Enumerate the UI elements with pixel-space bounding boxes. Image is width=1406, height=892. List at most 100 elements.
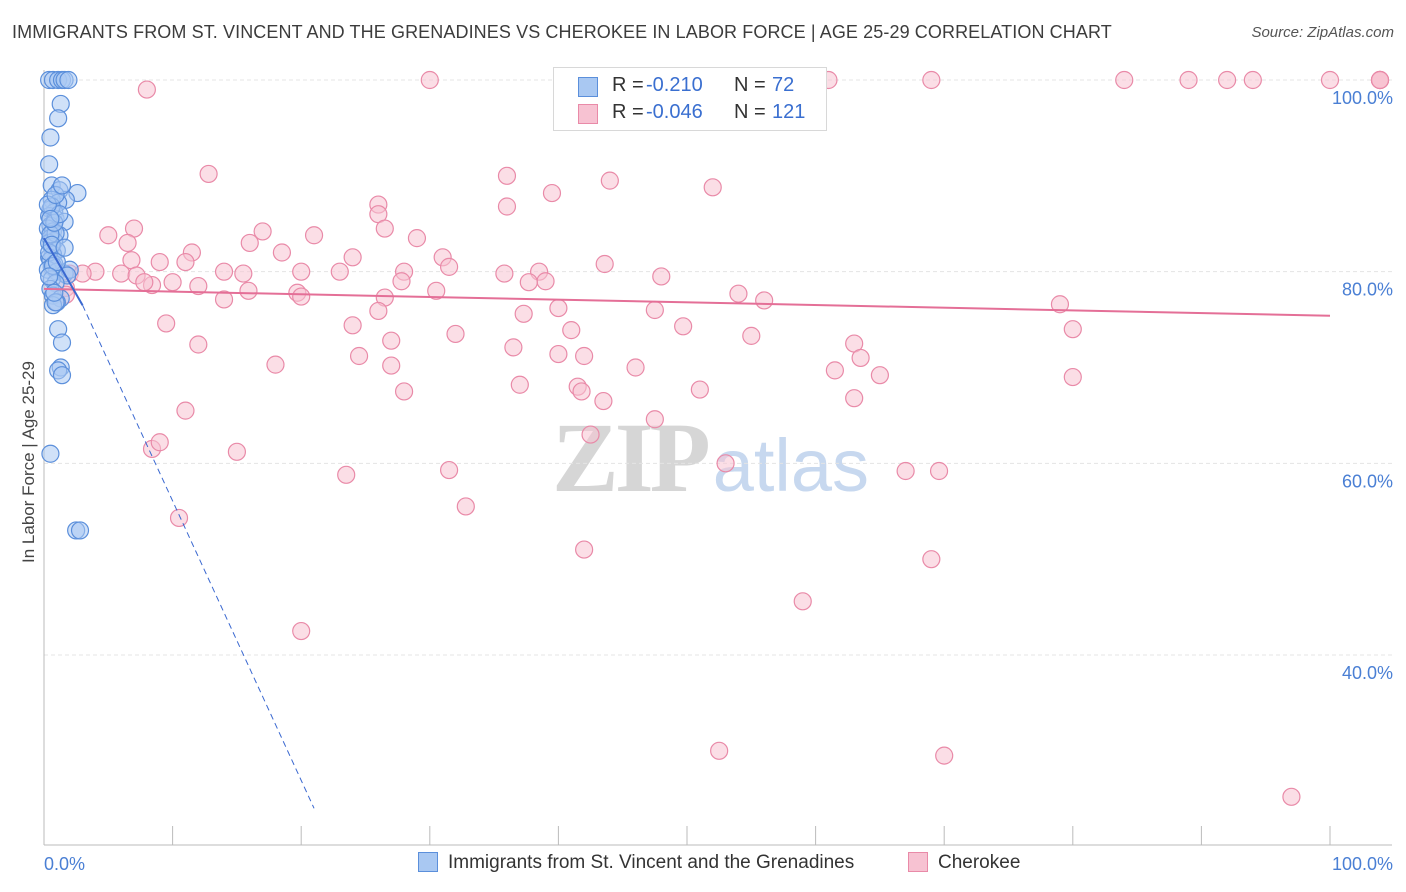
cherokee-point xyxy=(549,344,568,364)
cherokee-point xyxy=(1063,320,1082,339)
cherokee-point xyxy=(446,324,465,344)
cherokee-point xyxy=(542,183,562,203)
cherokee-point xyxy=(137,80,156,99)
cherokee-point xyxy=(112,264,131,283)
n-label: N = xyxy=(734,74,766,96)
cherokee-point xyxy=(497,197,517,216)
cherokee-point xyxy=(1370,70,1390,90)
blue-swatch-icon xyxy=(418,852,438,872)
cherokee-point xyxy=(1115,70,1134,90)
cherokee-point xyxy=(729,284,748,303)
cherokee-trendline xyxy=(43,287,1331,317)
cherokee-point xyxy=(176,252,195,272)
immigrants-point xyxy=(52,176,72,195)
pink-swatch-icon xyxy=(908,852,928,872)
y-tick-label: 40.0% xyxy=(1342,663,1393,683)
legend-item-cherokee: Cherokee xyxy=(908,852,1020,874)
r-label: R = xyxy=(612,74,644,96)
cherokee-point xyxy=(427,281,446,300)
cherokee-point xyxy=(240,233,259,253)
immigrants-trendline-extension xyxy=(82,304,315,809)
cherokee-point xyxy=(382,331,401,350)
cherokee-point xyxy=(392,272,411,291)
immigrants-point xyxy=(49,109,68,128)
immigrants-point xyxy=(52,333,72,352)
cherokee-point xyxy=(674,317,693,336)
immigrants-point xyxy=(59,70,78,90)
cherokee-point xyxy=(1050,295,1070,314)
immigrants-point xyxy=(40,155,59,174)
cherokee-point xyxy=(922,70,941,90)
immigrants-point xyxy=(45,283,64,302)
cherokee-point xyxy=(703,178,722,197)
cherokee-point xyxy=(935,746,954,765)
cherokee-point xyxy=(456,497,475,516)
cherokee-point xyxy=(690,380,709,399)
cherokee-point xyxy=(407,229,427,248)
cherokee-point xyxy=(870,366,890,385)
x-tick-label: 0.0% xyxy=(44,854,85,874)
immigrants-point xyxy=(41,209,60,229)
cherokee-point xyxy=(163,273,182,292)
immigrants-point xyxy=(55,238,74,257)
immigrants-point xyxy=(41,128,60,147)
immigrants-point xyxy=(41,444,60,463)
immigrants-point xyxy=(52,366,72,385)
y-tick-label: 100.0% xyxy=(1332,88,1393,108)
cherokee-point xyxy=(519,273,538,292)
cherokee-point xyxy=(135,273,154,292)
cherokee-point xyxy=(1320,70,1340,90)
cherokee-point xyxy=(227,442,246,461)
source-label: Source: ZipAtlas.com xyxy=(1251,24,1394,41)
cherokee-point xyxy=(234,264,253,283)
cherokee-point xyxy=(189,276,208,296)
cherokee-point xyxy=(394,382,414,401)
cherokee-point xyxy=(292,621,311,641)
cherokee-point xyxy=(1218,70,1237,90)
r-label: R = xyxy=(612,101,644,123)
cherokee-point xyxy=(439,460,459,480)
cherokee-point xyxy=(1282,787,1301,806)
cherokee-point xyxy=(575,346,594,366)
cherokee-point xyxy=(266,355,285,374)
cherokee-point xyxy=(1063,367,1082,387)
cherokee-point xyxy=(239,281,258,300)
cherokee-point xyxy=(851,348,870,368)
cherokee-point xyxy=(330,262,349,281)
cherokee-point xyxy=(514,304,533,323)
cherokee-point xyxy=(199,164,218,184)
cherokee-point xyxy=(549,298,568,318)
cherokee-point xyxy=(929,461,949,481)
cherokee-point xyxy=(253,222,272,241)
r-value: -0.210 xyxy=(646,74,703,96)
chart-title: IMMIGRANTS FROM ST. VINCENT AND THE GREN… xyxy=(12,22,1112,42)
cherokee-point xyxy=(504,338,523,357)
cherokee-point xyxy=(1179,70,1198,90)
cherokee-point xyxy=(755,291,774,310)
cherokee-point xyxy=(169,508,189,528)
cherokee-point xyxy=(742,326,761,345)
r-value: -0.046 xyxy=(646,101,703,123)
cherokee-point xyxy=(716,454,735,473)
cherokee-point xyxy=(304,226,324,245)
cherokee-point xyxy=(214,290,234,309)
cherokee-point xyxy=(575,540,594,559)
immigrants-point xyxy=(70,521,90,540)
cherokee-point xyxy=(896,461,915,481)
x-tick-label: 100.0% xyxy=(1332,854,1393,874)
cherokee-point xyxy=(292,287,311,306)
watermark-atlas: atlas xyxy=(712,424,870,507)
cherokee-point xyxy=(382,356,401,375)
immigrants-trendline xyxy=(43,237,84,306)
cherokee-point xyxy=(118,233,137,253)
cherokee-point xyxy=(99,226,118,245)
immigrants-point xyxy=(40,267,59,286)
legend-item-immigrants: Immigrants from St. Vincent and the Gren… xyxy=(418,852,854,874)
stats-legend: R = -0.210 N = 72 R = -0.046 N = 121 xyxy=(553,67,827,131)
n-value: 121 xyxy=(772,101,806,123)
n-value: 72 xyxy=(772,74,795,96)
y-axis-label: In Labor Force | Age 25-29 xyxy=(19,361,38,563)
cherokee-point xyxy=(652,267,671,286)
cherokee-point xyxy=(1243,70,1262,90)
